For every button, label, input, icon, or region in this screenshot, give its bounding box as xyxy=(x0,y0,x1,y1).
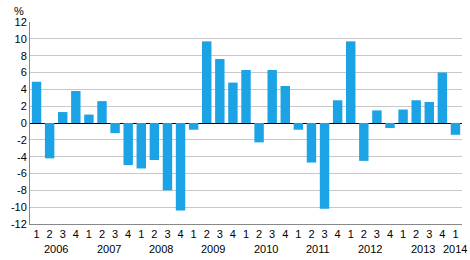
svg-text:1: 1 xyxy=(400,228,406,240)
svg-text:1: 1 xyxy=(191,228,197,240)
svg-text:2012: 2012 xyxy=(358,243,382,255)
svg-text:-2: -2 xyxy=(17,134,27,146)
svg-text:3: 3 xyxy=(60,228,66,240)
svg-text:2: 2 xyxy=(204,228,210,240)
svg-text:2006: 2006 xyxy=(44,243,68,255)
svg-text:12: 12 xyxy=(15,16,27,28)
svg-text:1: 1 xyxy=(452,228,458,240)
svg-text:2: 2 xyxy=(47,228,53,240)
svg-text:%: % xyxy=(14,5,24,17)
svg-text:1: 1 xyxy=(138,228,144,240)
svg-text:0: 0 xyxy=(21,117,27,129)
svg-text:4: 4 xyxy=(73,228,79,240)
svg-text:-12: -12 xyxy=(11,218,27,230)
svg-text:2007: 2007 xyxy=(97,243,121,255)
svg-text:2: 2 xyxy=(21,100,27,112)
svg-text:2: 2 xyxy=(99,228,105,240)
svg-text:4: 4 xyxy=(439,228,445,240)
svg-text:1: 1 xyxy=(348,228,354,240)
svg-text:2: 2 xyxy=(151,228,157,240)
svg-text:1: 1 xyxy=(243,228,249,240)
svg-text:2013: 2013 xyxy=(411,243,435,255)
svg-text:4: 4 xyxy=(230,228,236,240)
svg-text:2: 2 xyxy=(256,228,262,240)
svg-text:1: 1 xyxy=(295,228,301,240)
svg-text:2014: 2014 xyxy=(443,243,467,255)
svg-text:-10: -10 xyxy=(11,201,27,213)
svg-text:1: 1 xyxy=(33,228,39,240)
svg-text:2: 2 xyxy=(308,228,314,240)
svg-text:3: 3 xyxy=(164,228,170,240)
svg-text:-8: -8 xyxy=(17,184,27,196)
svg-text:4: 4 xyxy=(387,228,393,240)
svg-text:3: 3 xyxy=(374,228,380,240)
svg-text:4: 4 xyxy=(282,228,288,240)
svg-text:3: 3 xyxy=(426,228,432,240)
svg-text:3: 3 xyxy=(321,228,327,240)
svg-text:3: 3 xyxy=(269,228,275,240)
svg-text:3: 3 xyxy=(112,228,118,240)
svg-text:2010: 2010 xyxy=(254,243,278,255)
svg-text:6: 6 xyxy=(21,66,27,78)
svg-text:10: 10 xyxy=(15,33,27,45)
svg-text:2: 2 xyxy=(413,228,419,240)
svg-text:3: 3 xyxy=(217,228,223,240)
svg-text:4: 4 xyxy=(335,228,341,240)
svg-text:1: 1 xyxy=(86,228,92,240)
svg-text:2: 2 xyxy=(361,228,367,240)
svg-text:2011: 2011 xyxy=(306,243,330,255)
svg-text:4: 4 xyxy=(125,228,131,240)
svg-text:2008: 2008 xyxy=(149,243,173,255)
svg-text:4: 4 xyxy=(177,228,183,240)
svg-text:8: 8 xyxy=(21,50,27,62)
svg-text:-4: -4 xyxy=(17,151,27,163)
svg-text:4: 4 xyxy=(21,83,27,95)
svg-text:2009: 2009 xyxy=(201,243,225,255)
svg-text:-6: -6 xyxy=(17,167,27,179)
